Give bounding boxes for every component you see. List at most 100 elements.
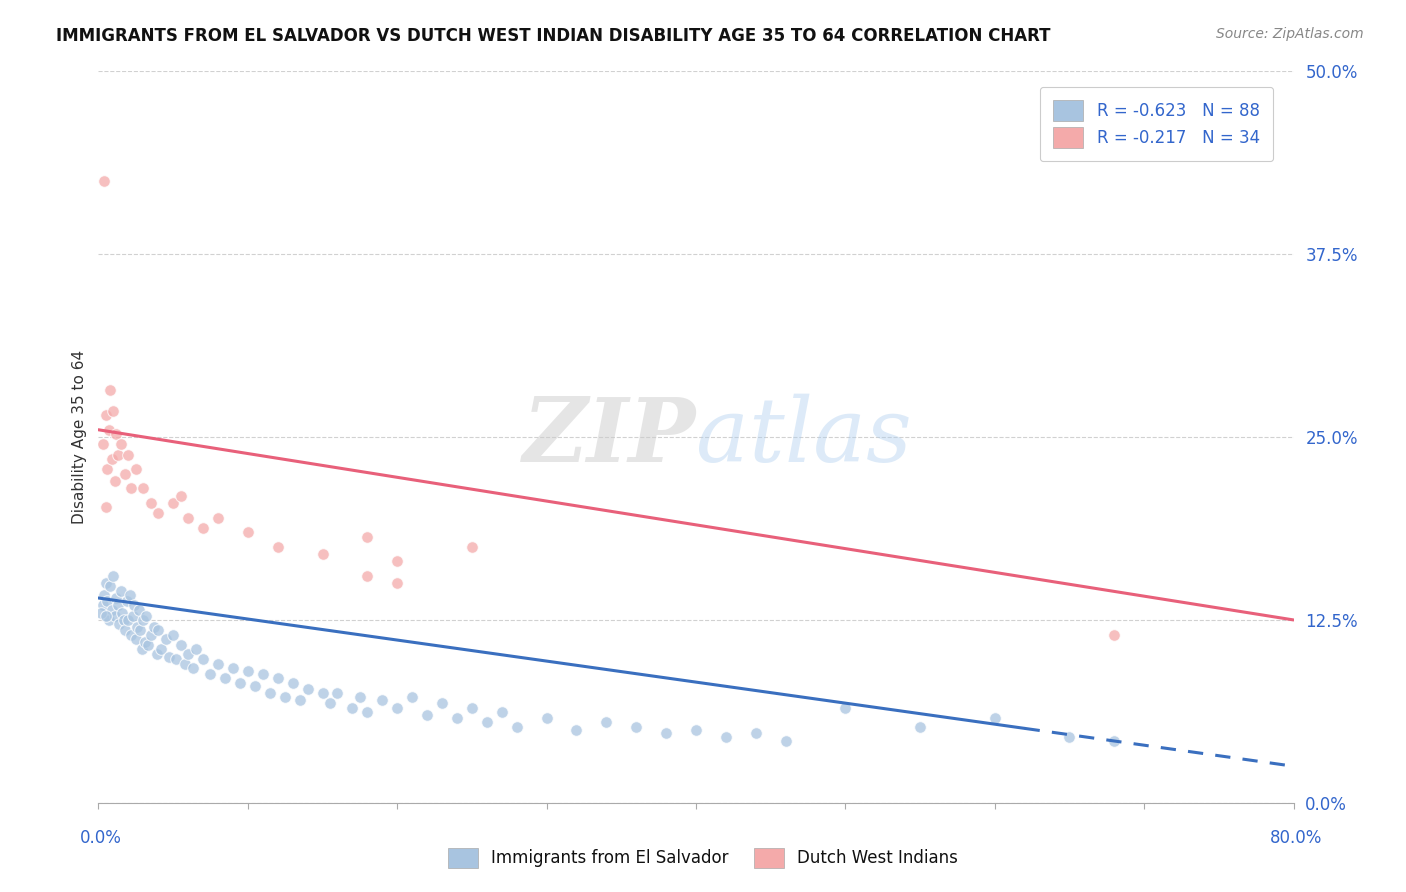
Point	[148, 623, 170, 637]
Point	[506, 720, 529, 734]
Point	[105, 427, 128, 442]
Point	[103, 569, 125, 583]
Point	[94, 408, 117, 422]
Point	[1102, 627, 1125, 641]
Point	[115, 594, 138, 608]
Point	[124, 599, 146, 613]
Point	[96, 594, 118, 608]
Point	[112, 613, 135, 627]
Point	[1102, 734, 1125, 748]
Point	[155, 632, 177, 646]
Point	[184, 642, 207, 657]
Point	[214, 672, 236, 686]
Point	[229, 676, 252, 690]
Point	[131, 642, 153, 657]
Point	[104, 474, 127, 488]
Point	[983, 711, 1005, 725]
Point	[169, 489, 191, 503]
Text: IMMIGRANTS FROM EL SALVADOR VS DUTCH WEST INDIAN DISABILITY AGE 35 TO 64 CORRELA: IMMIGRANTS FROM EL SALVADOR VS DUTCH WES…	[56, 27, 1050, 45]
Point	[595, 715, 617, 730]
Point	[714, 730, 737, 744]
Point	[139, 496, 162, 510]
Point	[536, 711, 558, 725]
Point	[120, 627, 142, 641]
Point	[142, 620, 165, 634]
Point	[259, 686, 281, 700]
Point	[236, 664, 259, 678]
Point	[117, 448, 139, 462]
Legend: R = -0.623   N = 88, R = -0.217   N = 34: R = -0.623 N = 88, R = -0.217 N = 34	[1040, 87, 1274, 161]
Point	[319, 696, 342, 710]
Point	[655, 725, 678, 739]
Point	[107, 448, 129, 462]
Point	[94, 500, 117, 515]
Point	[174, 657, 197, 671]
Point	[385, 554, 409, 568]
Point	[148, 506, 170, 520]
Point	[624, 720, 647, 734]
Point	[207, 510, 229, 524]
Point	[200, 667, 222, 681]
Point	[90, 606, 112, 620]
Point	[128, 603, 150, 617]
Point	[326, 686, 349, 700]
Point	[97, 613, 120, 627]
Point	[267, 540, 290, 554]
Point	[385, 700, 409, 714]
Point	[385, 576, 409, 591]
Point	[118, 588, 141, 602]
Legend: Immigrants from El Salvador, Dutch West Indians: Immigrants from El Salvador, Dutch West …	[441, 841, 965, 875]
Point	[127, 620, 149, 634]
Point	[311, 547, 333, 561]
Point	[1059, 730, 1081, 744]
Point	[114, 623, 136, 637]
Point	[685, 723, 707, 737]
Point	[134, 635, 156, 649]
Point	[111, 606, 134, 620]
Point	[93, 588, 115, 602]
Point	[245, 679, 267, 693]
Point	[401, 690, 423, 705]
Point	[267, 672, 290, 686]
Point	[342, 700, 364, 714]
Point	[430, 696, 453, 710]
Point	[103, 403, 125, 417]
Point	[349, 690, 371, 705]
Point	[93, 174, 115, 188]
Point	[94, 608, 117, 623]
Point	[461, 540, 484, 554]
Point	[908, 720, 931, 734]
Point	[94, 576, 117, 591]
Point	[416, 708, 439, 723]
Point	[120, 481, 142, 495]
Point	[150, 642, 173, 657]
Point	[132, 613, 155, 627]
Point	[475, 715, 498, 730]
Point	[446, 711, 468, 725]
Point	[157, 649, 180, 664]
Text: Source: ZipAtlas.com: Source: ZipAtlas.com	[1216, 27, 1364, 41]
Point	[110, 583, 132, 598]
Text: 80.0%: 80.0%	[1270, 830, 1323, 847]
Point	[117, 613, 139, 627]
Point	[91, 599, 114, 613]
Point	[274, 690, 297, 705]
Point	[491, 705, 513, 719]
Point	[775, 734, 797, 748]
Point	[98, 384, 122, 398]
Point	[107, 599, 129, 613]
Point	[834, 700, 856, 714]
Point	[104, 608, 127, 623]
Text: ZIP: ZIP	[523, 394, 696, 480]
Point	[101, 452, 124, 467]
Point	[169, 638, 191, 652]
Point	[105, 591, 128, 605]
Point	[136, 638, 159, 652]
Point	[191, 652, 214, 666]
Point	[297, 681, 319, 696]
Point	[97, 423, 120, 437]
Point	[236, 525, 259, 540]
Point	[181, 661, 204, 675]
Point	[461, 700, 484, 714]
Point	[139, 627, 162, 641]
